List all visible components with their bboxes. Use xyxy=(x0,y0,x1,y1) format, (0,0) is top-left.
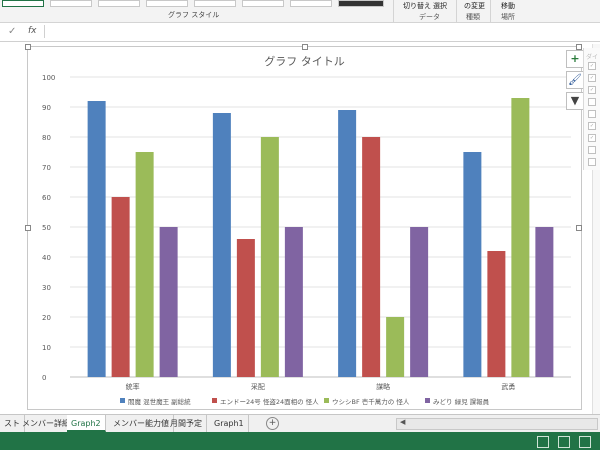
chart-style-thumb[interactable] xyxy=(50,0,92,7)
y-tick-label: 20 xyxy=(42,314,51,322)
sheet-tab[interactable]: Graph1 xyxy=(210,415,249,432)
chart-style-thumb[interactable] xyxy=(290,0,332,7)
y-tick-label: 30 xyxy=(42,284,51,292)
bar[interactable] xyxy=(260,137,279,377)
legend-label: エンドー24号 怪盗24面相の 怪人 xyxy=(220,397,319,406)
normal-view-icon[interactable] xyxy=(537,436,549,448)
chart-resize-handle[interactable] xyxy=(576,44,582,50)
ribbon: グラフ スタイル 切り替え 選択 データ の変更 種類 移動 場所 xyxy=(0,0,600,23)
chart-style-group-label: グラフ スタイル xyxy=(168,11,220,19)
sheet-tab-active[interactable]: Graph2 xyxy=(67,415,106,432)
move-chart-button[interactable]: 移動 xyxy=(501,2,515,10)
chart-style-thumb[interactable] xyxy=(146,0,188,7)
y-tick-label: 40 xyxy=(42,254,51,262)
formula-input[interactable] xyxy=(44,25,595,38)
y-tick-label: 90 xyxy=(42,104,51,112)
legend-swatch xyxy=(120,398,125,403)
x-tick-label: 武勇 xyxy=(501,382,515,391)
insert-function-icon[interactable]: fx xyxy=(28,26,37,36)
bar[interactable] xyxy=(338,110,357,377)
pane-checkbox[interactable]: ✓ xyxy=(588,134,596,142)
ribbon-separator xyxy=(490,0,491,22)
bar[interactable] xyxy=(236,239,255,377)
ribbon-separator xyxy=(456,0,457,22)
chart-style-thumb[interactable] xyxy=(98,0,140,7)
bar[interactable] xyxy=(284,227,303,377)
change-chart-type-button[interactable]: の変更 xyxy=(464,2,485,10)
x-tick-label: 謀略 xyxy=(376,382,390,391)
worksheet-right-edge xyxy=(592,44,600,414)
add-sheet-button[interactable]: + xyxy=(266,417,279,430)
switch-row-column-button[interactable]: 切り替え xyxy=(403,2,431,10)
legend-swatch xyxy=(212,398,217,403)
chart-style-thumb[interactable] xyxy=(194,0,236,7)
chart-filter-icon[interactable]: ▼ xyxy=(566,92,584,110)
chart-resize-handle[interactable] xyxy=(576,225,582,231)
chart-style-thumb[interactable] xyxy=(338,0,384,7)
bar[interactable] xyxy=(511,98,530,377)
pane-checkbox[interactable]: ✓ xyxy=(588,62,596,70)
y-tick-label: 10 xyxy=(42,344,51,352)
select-data-button[interactable]: 選択 xyxy=(433,2,447,10)
ribbon-separator xyxy=(393,0,394,22)
pane-checkbox[interactable] xyxy=(588,98,596,106)
bar[interactable] xyxy=(111,197,130,377)
data-group-label: データ xyxy=(419,13,440,21)
y-tick-label: 60 xyxy=(42,194,51,202)
x-tick-label: 采配 xyxy=(251,382,265,391)
chart-elements-button[interactable]: + xyxy=(566,50,584,68)
chart-resize-handle[interactable] xyxy=(25,225,31,231)
legend-swatch xyxy=(324,398,329,403)
bar[interactable] xyxy=(386,317,405,377)
bar[interactable] xyxy=(362,137,381,377)
chart-style-gallery xyxy=(0,0,390,7)
sheet-tab[interactable]: 月間予定 xyxy=(166,415,207,432)
scroll-left-icon[interactable]: ◀ xyxy=(400,418,406,426)
pane-checkbox[interactable]: ✓ xyxy=(588,74,596,82)
bar[interactable] xyxy=(212,113,231,377)
sheet-tab[interactable]: メンバー能力値 xyxy=(109,415,174,432)
pane-checkbox[interactable]: ✓ xyxy=(588,122,596,130)
pane-checkbox[interactable]: ✓ xyxy=(588,86,596,94)
bar[interactable] xyxy=(463,152,482,377)
location-group-label: 場所 xyxy=(501,13,515,21)
y-tick-label: 50 xyxy=(42,224,51,232)
bar[interactable] xyxy=(135,152,154,377)
sheet-tab[interactable]: スト xyxy=(0,415,25,432)
pane-checkbox[interactable] xyxy=(588,158,596,166)
chart-styles-brush-icon[interactable]: 🖌 xyxy=(566,71,584,89)
legend-swatch xyxy=(425,398,430,403)
status-bar xyxy=(0,432,600,450)
sheet-tab-bar: スト メンバー詳細 Graph2 メンバー能力値 月間予定 Graph1 + ◀ xyxy=(0,414,600,433)
chart-resize-handle[interactable] xyxy=(302,44,308,50)
horizontal-scrollbar[interactable] xyxy=(396,418,598,430)
pane-checkbox[interactable] xyxy=(588,146,596,154)
legend-label: みどり 緑児 課報員 xyxy=(433,397,490,406)
enter-check-icon[interactable]: ✓ xyxy=(8,26,17,37)
chart-style-thumb[interactable] xyxy=(2,0,44,7)
bar[interactable] xyxy=(535,227,554,377)
type-group-label: 種類 xyxy=(466,13,480,21)
chart-title[interactable]: グラフ タイトル xyxy=(264,55,345,68)
y-tick-label: 80 xyxy=(42,134,51,142)
bar[interactable] xyxy=(87,101,106,377)
formula-bar: ✓ fx xyxy=(0,23,600,42)
bar[interactable] xyxy=(487,251,506,377)
chart-style-thumb[interactable] xyxy=(242,0,284,7)
legend-label: ウシシBF 壱千萬力の 怪人 xyxy=(332,397,410,406)
legend-label: 閻魔 混世魔王 副総統 xyxy=(128,397,191,406)
page-break-view-icon[interactable] xyxy=(579,436,591,448)
pane-label: ダイ xyxy=(586,54,599,61)
pane-checkbox[interactable] xyxy=(588,110,596,118)
chart-area[interactable]: グラフ タイトル 0 10 20 30 40 50 60 70 80 90 100 統率 采配 謀略 武勇閻… xyxy=(25,44,582,410)
bar[interactable] xyxy=(159,227,178,377)
y-tick-label: 0 xyxy=(42,374,46,382)
y-tick-label: 100 xyxy=(42,74,55,82)
bar[interactable] xyxy=(410,227,429,377)
y-tick-label: 70 xyxy=(42,164,51,172)
chart-resize-handle[interactable] xyxy=(25,44,31,50)
x-tick-label: 統率 xyxy=(126,382,140,391)
page-layout-view-icon[interactable] xyxy=(558,436,570,448)
